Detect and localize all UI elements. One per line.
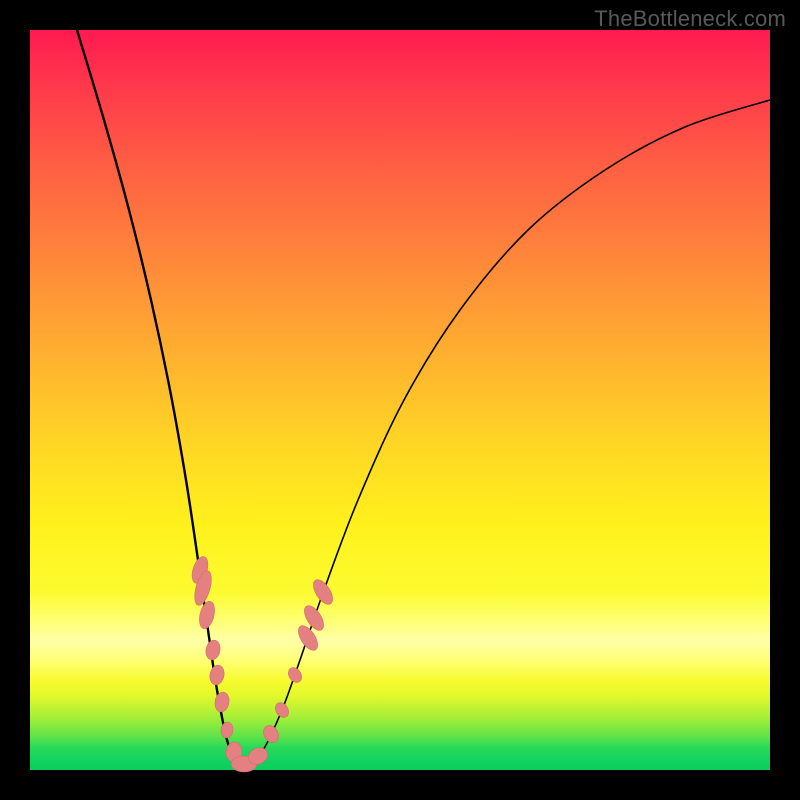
- data-marker: [273, 700, 292, 720]
- left-curve: [77, 30, 246, 769]
- data-marker: [286, 665, 305, 685]
- data-marker: [213, 691, 230, 713]
- data-marker: [220, 721, 234, 739]
- watermark-label: TheBottleneck.com: [594, 6, 786, 32]
- data-marker: [310, 576, 337, 607]
- curve-overlay: [30, 30, 770, 770]
- chart-plot-area: [30, 30, 770, 770]
- data-marker: [204, 639, 222, 661]
- data-marker: [260, 723, 281, 746]
- marker-cluster: [189, 555, 336, 772]
- right-curve: [246, 100, 770, 769]
- data-marker: [208, 664, 226, 686]
